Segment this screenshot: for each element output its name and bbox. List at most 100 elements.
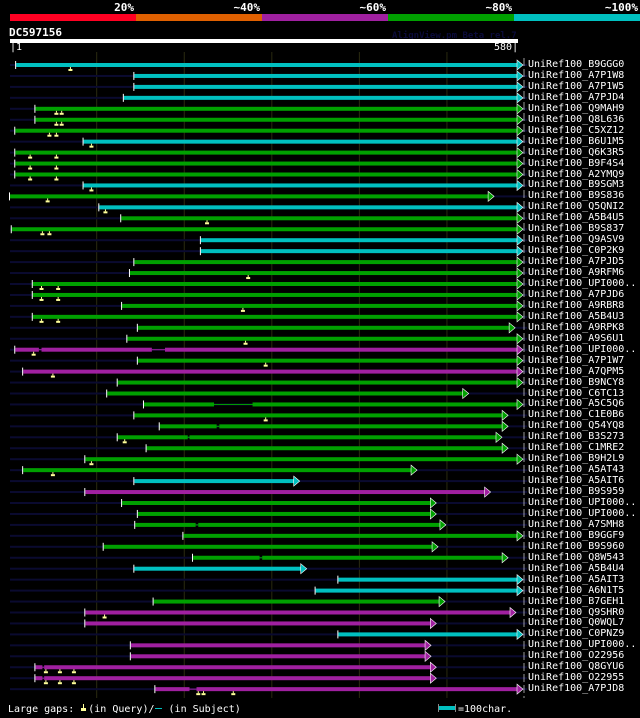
watermark: AlignView.pm Beta rel.7 [392,31,517,41]
query-gap-marker [41,286,43,288]
hit-label[interactable]: UniRef100_A7SMH8 [528,518,625,530]
hit-label[interactable]: UniRef100_A7PJD4 [528,91,625,103]
hit-end-arrow [430,617,437,630]
hit-label[interactable]: UniRef100_UPI000.. [528,278,637,289]
query-gap-marker [59,680,61,683]
hit-end-arrow [501,409,509,422]
hit-end-arrow [495,431,503,443]
hit-bar [35,117,517,122]
hit-label[interactable]: UniRef100_UPI000.. [528,497,637,508]
hit-label[interactable]: UniRef100_A7QPM5 [528,365,625,377]
hit-label[interactable]: UniRef100_B7GEH1 [528,595,625,607]
hit-bar [134,479,294,484]
hit-label[interactable]: UniRef100_O22956 [528,650,625,662]
hit-label[interactable]: UniRef100_A7P1W8 [528,69,625,81]
query-gap-marker [57,286,59,288]
hit-label[interactable]: UniRef100_Q8GYU6 [528,661,625,673]
hit-label[interactable]: UniRef100_B9S959 [528,486,625,498]
hit-label[interactable]: UniRef100_O22955 [528,672,625,684]
hit-label[interactable]: UniRef100_B9S837 [528,223,625,235]
hit-bar [23,369,518,374]
hit-label[interactable]: UniRef100_A5B4U5 [528,212,625,224]
hit-bar [35,676,43,681]
hit-label[interactable]: UniRef100_C1E0B6 [528,409,625,421]
hit-end-arrow [516,125,524,137]
query-gap-marker [55,121,57,124]
query-gap-marker [265,362,267,365]
query-gap-marker [122,441,127,444]
hit-label[interactable]: UniRef100_B9GGG0 [528,59,625,70]
hit-label[interactable]: UniRef100_A9RFM6 [528,267,625,279]
hit-label[interactable]: UniRef100_B9SGM3 [528,179,625,191]
hit-label[interactable]: UniRef100_B9GGF9 [528,529,625,541]
hit-label[interactable]: UniRef100_B3S273 [528,431,625,443]
query-gap-marker [263,364,268,367]
hit-label[interactable]: UniRef100_A5B4U3 [528,310,625,322]
hit-end-arrow [516,289,524,301]
hit-start-tick [136,356,138,365]
hit-label[interactable]: UniRef100_C0PNZ9 [528,628,625,640]
hit-start-tick [133,82,135,91]
hit-label[interactable]: UniRef100_Q9ASV9 [528,234,625,246]
hit-bar [134,413,503,418]
hit-bar [183,533,517,538]
hit-label[interactable]: UniRef100_A7P1W7 [528,354,625,366]
hit-label[interactable]: UniRef100_A9S6U1 [528,332,625,344]
hit-label[interactable]: UniRef100_Q9SHR0 [528,606,625,618]
hit-start-tick [133,258,135,267]
hit-start-tick [22,367,24,376]
hit-label[interactable]: UniRef100_UPI000.. [528,507,637,519]
hit-label[interactable]: UniRef100_Q8L636 [528,113,625,125]
query-gap-marker [48,231,50,234]
query-gap-marker [104,614,106,617]
hit-label[interactable]: UniRef100_A7PJD8 [528,683,625,695]
hit-label[interactable]: UniRef100_C1MRE2 [528,442,625,454]
query-gap-marker [45,680,47,683]
hit-label[interactable]: UniRef100_A9RBR8 [528,299,625,311]
hit-start-tick [120,214,122,223]
hit-label[interactable]: UniRef100_Q9MAH9 [528,102,625,114]
hit-end-arrow [430,672,437,684]
hit-label[interactable]: UniRef100_A7P1W5 [528,80,625,92]
hit-end-arrow [516,355,524,367]
hit-label[interactable]: UniRef100_Q6K3R5 [528,146,625,158]
hit-label[interactable]: UniRef100_B9NCY8 [528,376,625,388]
hit-label[interactable]: UniRef100_C6TC13 [528,387,625,399]
hit-end-arrow [501,420,509,432]
hit-label[interactable]: UniRef100_Q8W543 [528,551,625,563]
hit-label[interactable]: UniRef100_A6N1T5 [528,584,625,596]
hit-label[interactable]: UniRef100_A9RPK8 [528,321,625,333]
hit-label[interactable]: UniRef100_B9S836 [528,190,625,202]
hit-label[interactable]: UniRef100_C5XZ12 [528,124,625,136]
hit-label[interactable]: UniRef100_A5C5Q6 [528,398,625,410]
hit-label[interactable]: UniRef100_A5AT43 [528,464,625,476]
hit-label[interactable]: UniRef100_A5B4U4 [528,562,625,574]
hit-label[interactable]: UniRef100_B9F4S4 [528,157,625,169]
hit-label[interactable]: UniRef100_Q0WQL7 [528,617,625,629]
hit-label[interactable]: UniRef100_A2YMQ9 [528,168,625,180]
query-gap-marker [57,296,59,299]
query-gap-marker [102,616,107,619]
hit-bar [252,402,518,407]
hit-label[interactable]: UniRef100_B9S960 [528,540,625,552]
hit-label[interactable]: UniRef100_Q5QNI2 [528,201,625,213]
hit-label[interactable]: UniRef100_A5AIT6 [528,475,625,487]
hit-end-arrow [516,311,524,323]
hit-label[interactable]: UniRef100_A7PJD6 [528,288,625,300]
hit-label[interactable]: UniRef100_B6U1M5 [528,135,625,147]
hit-label[interactable]: UniRef100_A5AIT3 [528,573,625,585]
query-gap-marker [55,176,57,179]
scale-text: =100char. [458,704,513,715]
hit-label[interactable]: UniRef100_UPI000.. [528,639,637,651]
hit-label[interactable]: UniRef100_UPI000.. [528,343,637,355]
hit-label[interactable]: UniRef100_C0P2K9 [528,245,625,257]
identity-legend-bar [10,14,640,21]
hit-start-tick [337,575,339,584]
hit-label[interactable]: UniRef100_A7PJD5 [528,256,625,268]
hit-label[interactable]: UniRef100_B9H2L9 [528,453,625,465]
query-gap-marker [52,373,54,376]
hit-end-arrow [430,661,437,673]
query-gap-marker [50,375,55,378]
hit-label[interactable]: UniRef100_Q54YQ8 [528,420,625,432]
hit-end-arrow [516,584,524,597]
